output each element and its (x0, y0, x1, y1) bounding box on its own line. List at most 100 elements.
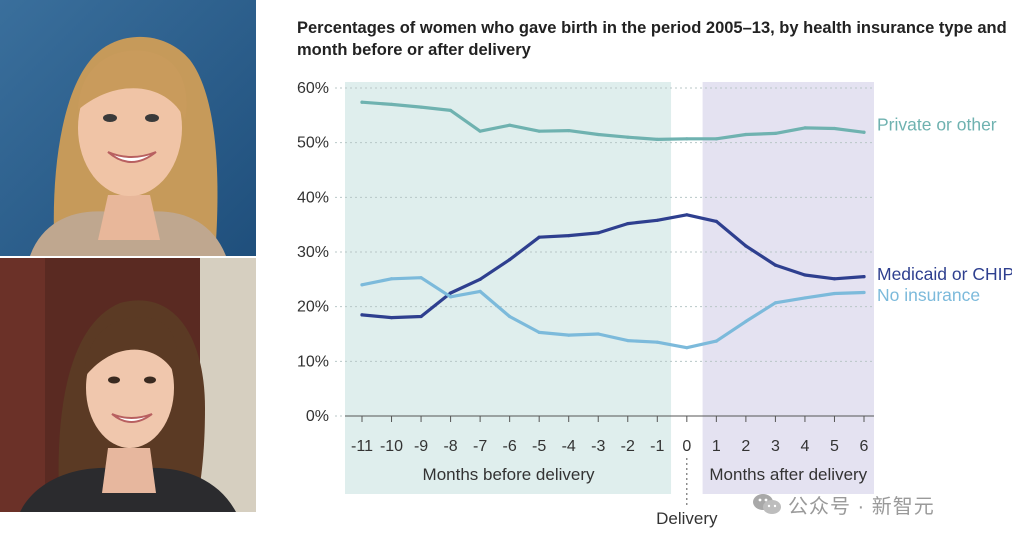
y-axis: 0% 10% 20% 30% 40% 50% 60% (297, 80, 329, 425)
data-point (744, 132, 748, 137)
x-tick-label: 0 (682, 438, 691, 455)
data-point (478, 289, 482, 293)
data-point (685, 137, 689, 141)
data-point (655, 137, 659, 141)
data-point (655, 340, 659, 344)
y-tick-label: 10% (297, 353, 329, 370)
data-point (419, 105, 423, 109)
data-point (685, 213, 689, 217)
data-point (389, 316, 394, 320)
data-point (419, 276, 423, 280)
x-tick-label: -3 (591, 438, 605, 455)
watermark-text: 公众号 · 新智元 (788, 495, 935, 518)
months-before-label: Months before delivery (423, 465, 595, 484)
data-point (537, 235, 541, 239)
after-delivery-shade (702, 82, 874, 494)
delivery-label: Delivery (656, 509, 718, 528)
x-tick-label: 1 (712, 438, 721, 455)
y-tick-label: 0% (306, 408, 329, 425)
x-tick-label: 4 (800, 438, 809, 455)
data-point (773, 263, 778, 267)
data-point (773, 131, 778, 135)
data-point (862, 275, 866, 279)
series-line (360, 276, 866, 350)
data-point (360, 283, 364, 287)
x-tick-label: -4 (562, 438, 576, 455)
x-tick-label: -6 (503, 438, 517, 455)
wechat-icon (753, 494, 781, 514)
data-point (773, 301, 778, 305)
x-tick-label: 6 (860, 438, 869, 455)
data-point (567, 234, 571, 238)
data-point (360, 313, 364, 317)
x-tick-label: -11 (351, 438, 373, 455)
data-point (832, 126, 837, 131)
data-point (655, 218, 659, 222)
data-point (508, 314, 512, 319)
data-point (389, 277, 394, 281)
series-label: No insurance (877, 285, 980, 305)
data-point (419, 314, 423, 319)
series-line (360, 213, 866, 320)
x-tick-label: 5 (830, 438, 839, 455)
series-lines (360, 100, 866, 350)
data-point (832, 277, 837, 281)
data-point (862, 290, 866, 295)
x-tick-label: -5 (532, 438, 546, 455)
x-tick-label: -2 (621, 438, 635, 455)
data-point (714, 339, 718, 343)
x-tick-label: -1 (650, 438, 664, 455)
data-point (832, 291, 837, 296)
portrait-photo-bottom (0, 258, 256, 512)
data-point (448, 291, 453, 295)
series-label: Private or other (877, 114, 997, 134)
y-tick-label: 50% (297, 135, 329, 152)
data-point (508, 123, 512, 127)
data-point (537, 129, 541, 133)
before-delivery-shade (345, 82, 672, 494)
y-tick-label: 60% (297, 80, 329, 97)
data-point (744, 319, 748, 324)
data-point (537, 330, 541, 334)
data-point (448, 108, 453, 113)
data-point (626, 135, 630, 139)
data-point (862, 130, 866, 134)
data-point (803, 273, 807, 277)
data-point (360, 100, 364, 104)
chart-title: Percentages of women who gave birth in t… (297, 19, 1007, 59)
portrait-image (0, 258, 256, 512)
data-point (803, 126, 807, 130)
data-point (596, 231, 600, 235)
data-point (626, 221, 630, 226)
y-tick-label: 30% (297, 244, 329, 261)
data-point (685, 346, 689, 350)
gridlines (335, 87, 874, 417)
series-line (360, 100, 866, 141)
data-point (744, 244, 748, 248)
data-point (478, 277, 482, 281)
x-tick-label: 2 (741, 438, 750, 455)
y-tick-label: 40% (297, 189, 329, 206)
months-after-label: Months after delivery (709, 465, 867, 484)
data-point (567, 333, 571, 337)
portrait-photo-top (0, 0, 256, 256)
data-point (448, 295, 453, 299)
x-tick-label: -7 (473, 438, 487, 455)
data-point (478, 129, 482, 133)
portrait-image (0, 0, 256, 256)
x-tick-label: -10 (380, 438, 403, 455)
watermark: 公众号 · 新智元 (752, 491, 935, 518)
x-tick-label: -9 (414, 438, 428, 455)
data-point (389, 102, 394, 106)
series-label: Medicaid or CHIP (877, 264, 1012, 284)
x-axis: -11 -10 -9 -8 -7 -6 -5 -4 -3 -2 -1 0 1 2 3 4 5 6 (351, 416, 869, 455)
data-point (714, 219, 718, 223)
data-point (596, 132, 600, 137)
data-point (714, 137, 718, 141)
y-tick-label: 20% (297, 299, 329, 316)
x-tick-label: 3 (771, 438, 780, 455)
data-point (567, 129, 571, 133)
data-point (803, 296, 807, 300)
